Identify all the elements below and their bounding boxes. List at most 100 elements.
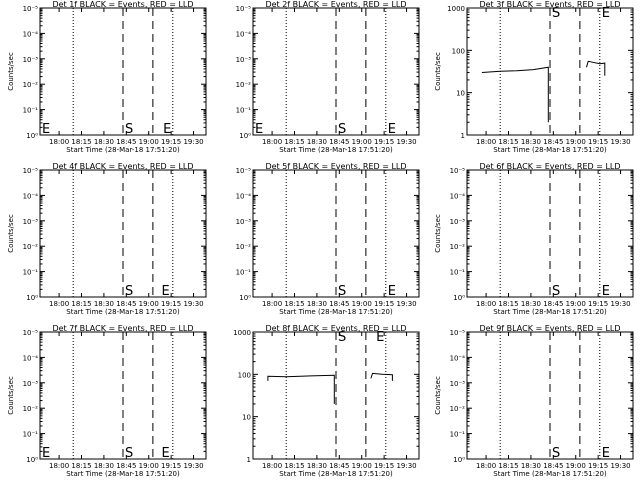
x-tick-label: 19:15 — [588, 138, 608, 146]
y-axis-label: Counts/sec — [7, 214, 15, 253]
y-tick-label: 10⁻⁵ — [450, 329, 466, 337]
x-tick-label: 18:30 — [94, 462, 114, 470]
y-tick-label: 10⁻³ — [450, 380, 466, 388]
panel-title: Det 2f BLACK = Events, RED = LLD — [265, 0, 406, 9]
x-tick-label: 19:00 — [566, 300, 586, 308]
marker-s: S — [552, 284, 560, 299]
marker-e: E — [602, 284, 610, 299]
panel-title: Det 7f BLACK = Events, RED = LLD — [52, 324, 193, 333]
y-tick-label: 10⁻⁴ — [23, 192, 39, 200]
x-axis-label: Start Time (28-Mar-18 17:51:20) — [66, 146, 180, 154]
y-tick-label: 10⁰ — [453, 456, 465, 464]
marker-s: S — [125, 284, 133, 299]
panel-title: Det 8f BLACK = Events, RED = LLD — [265, 324, 406, 333]
x-axis-label: Start Time (28-Mar-18 17:51:20) — [493, 308, 607, 316]
y-tick-label: 10⁻¹ — [23, 107, 39, 115]
x-tick-label: 18:15 — [284, 138, 304, 146]
y-tick-label: 10⁻⁴ — [450, 192, 466, 200]
y-tick-label: 1000 — [233, 329, 251, 337]
x-tick-label: 18:45 — [329, 462, 349, 470]
x-tick-label: 18:00 — [476, 300, 496, 308]
panel-title: Det 9f BLACK = Events, RED = LLD — [479, 324, 620, 333]
x-tick-label: 19:00 — [566, 138, 586, 146]
x-tick-label: 19:30 — [610, 138, 630, 146]
x-tick-label: 19:00 — [352, 300, 372, 308]
y-tick-label: 10⁻³ — [23, 56, 39, 64]
y-tick-label: 10⁻² — [236, 81, 252, 89]
y-tick-label: 10 — [456, 90, 465, 98]
marker-e: E — [162, 284, 170, 299]
x-tick-label: 19:15 — [161, 462, 181, 470]
y-axis-label: Counts/sec — [434, 52, 442, 91]
series-line-1 — [481, 66, 549, 123]
series-line-2 — [370, 372, 393, 381]
x-axis-label: Start Time (28-Mar-18 17:51:20) — [66, 308, 180, 316]
marker-e: E — [602, 446, 610, 461]
y-tick-label: 10⁰ — [239, 294, 251, 302]
y-axis-label: Counts/sec — [434, 214, 442, 253]
y-tick-label: 10⁻⁵ — [236, 167, 252, 175]
x-axis-label: Start Time (28-Mar-18 17:51:20) — [279, 146, 393, 154]
x-tick-label: 19:15 — [588, 300, 608, 308]
y-tick-label: 100 — [452, 47, 465, 55]
y-tick-label: 10⁻⁴ — [450, 354, 466, 362]
x-tick-label: 19:00 — [352, 138, 372, 146]
y-tick-label: 10⁻³ — [450, 218, 466, 226]
x-tick-label: 19:00 — [139, 300, 159, 308]
y-tick-label: 10⁻⁵ — [23, 329, 39, 337]
x-tick-label: 18:00 — [49, 138, 69, 146]
x-tick-label: 18:15 — [71, 462, 91, 470]
x-tick-label: 18:00 — [262, 138, 282, 146]
x-tick-label: 19:30 — [610, 462, 630, 470]
y-tick-label: 10 — [242, 414, 251, 422]
x-tick-label: 18:00 — [476, 462, 496, 470]
panel-title: Det 4f BLACK = Events, RED = LLD — [52, 162, 193, 171]
x-tick-label: 19:15 — [161, 300, 181, 308]
x-tick-label: 18:45 — [543, 300, 563, 308]
x-tick-label: 19:15 — [374, 300, 394, 308]
x-tick-label: 18:15 — [498, 300, 518, 308]
x-tick-label: 18:30 — [521, 462, 541, 470]
y-tick-label: 10⁻¹ — [236, 269, 252, 277]
y-tick-label: 10⁻⁵ — [23, 167, 39, 175]
x-tick-label: 18:00 — [262, 300, 282, 308]
x-axis-label: Start Time (28-Mar-18 17:51:20) — [279, 470, 393, 478]
y-tick-label: 100 — [238, 371, 251, 379]
x-axis-label: Start Time (28-Mar-18 17:51:20) — [493, 470, 607, 478]
x-tick-label: 18:30 — [94, 138, 114, 146]
x-tick-label: 19:30 — [610, 300, 630, 308]
marker-s: S — [338, 284, 346, 299]
y-tick-label: 10⁻² — [450, 405, 466, 413]
y-tick-label: 1 — [247, 456, 251, 464]
x-tick-label: 18:15 — [498, 462, 518, 470]
x-tick-label: 18:30 — [521, 300, 541, 308]
panel-title: Det 6f BLACK = Events, RED = LLD — [479, 162, 620, 171]
y-tick-label: 10⁻⁴ — [236, 30, 252, 38]
y-tick-label: 10⁰ — [453, 294, 465, 302]
marker-e: E — [162, 446, 170, 461]
y-tick-label: 10⁻³ — [236, 56, 252, 64]
x-axis-label: Start Time (28-Mar-18 17:51:20) — [493, 146, 607, 154]
x-tick-label: 18:15 — [498, 138, 518, 146]
y-tick-label: 10⁻⁴ — [236, 192, 252, 200]
x-tick-label: 18:30 — [307, 300, 327, 308]
marker-s: S — [125, 446, 133, 461]
x-tick-label: 18:45 — [116, 138, 136, 146]
x-tick-label: 18:15 — [71, 138, 91, 146]
x-tick-label: 18:45 — [543, 138, 563, 146]
y-tick-label: 10⁻³ — [23, 218, 39, 226]
y-tick-label: 10⁻¹ — [450, 431, 466, 439]
x-tick-label: 19:30 — [183, 300, 203, 308]
y-tick-label: 10⁻¹ — [450, 269, 466, 277]
y-axis-label: Counts/sec — [7, 376, 15, 415]
marker-e: E — [255, 122, 263, 137]
marker-e: E — [42, 122, 50, 137]
marker-e: E — [163, 122, 171, 137]
x-tick-label: 19:30 — [183, 462, 203, 470]
